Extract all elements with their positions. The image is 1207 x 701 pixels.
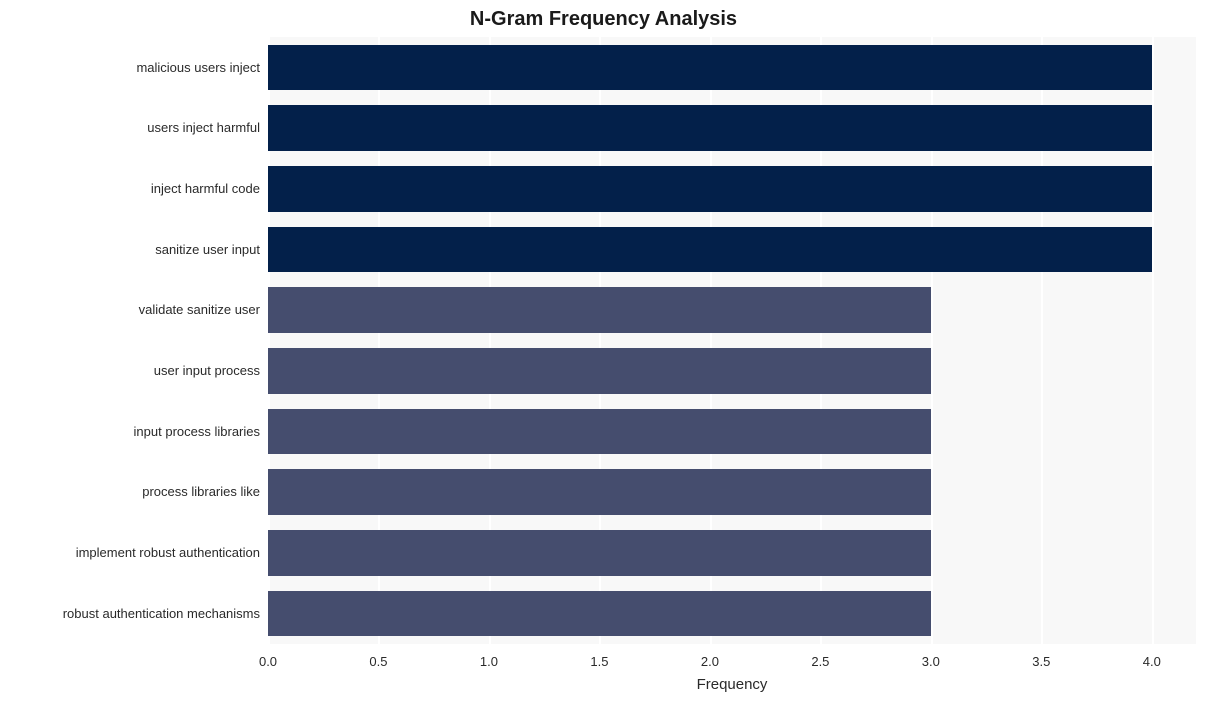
y-tick-label: inject harmful code [151, 181, 260, 196]
y-tick-label: user input process [154, 363, 260, 378]
y-tick-label: input process libraries [134, 424, 260, 439]
bar [268, 227, 1152, 273]
x-tick-label: 3.5 [1032, 654, 1050, 669]
bar [268, 469, 931, 515]
x-tick-label: 2.0 [701, 654, 719, 669]
chart-title: N-Gram Frequency Analysis [0, 8, 1207, 31]
y-tick-label: sanitize user input [155, 242, 260, 257]
y-tick-label: users inject harmful [147, 120, 260, 135]
bar [268, 530, 931, 576]
x-tick-label: 2.5 [811, 654, 829, 669]
x-tick-label: 0.0 [259, 654, 277, 669]
y-tick-label: robust authentication mechanisms [63, 606, 260, 621]
x-tick-label: 4.0 [1143, 654, 1161, 669]
x-tick-label: 1.5 [590, 654, 608, 669]
y-tick-label: malicious users inject [136, 60, 260, 75]
chart-container: N-Gram Frequency Analysis Frequency 0.0 0… [0, 0, 1207, 701]
bar [268, 166, 1152, 212]
bar [268, 591, 931, 637]
bar [268, 348, 931, 394]
gridline [1152, 37, 1154, 644]
bar [268, 45, 1152, 91]
x-tick-label: 0.5 [369, 654, 387, 669]
x-tick-label: 1.0 [480, 654, 498, 669]
bar [268, 409, 931, 455]
y-tick-label: implement robust authentication [76, 545, 260, 560]
x-axis-label: Frequency [697, 676, 768, 693]
bar [268, 287, 931, 333]
x-tick-label: 3.0 [922, 654, 940, 669]
bar [268, 105, 1152, 151]
plot-area [268, 37, 1196, 644]
y-tick-label: process libraries like [142, 484, 260, 499]
y-tick-label: validate sanitize user [139, 302, 260, 317]
